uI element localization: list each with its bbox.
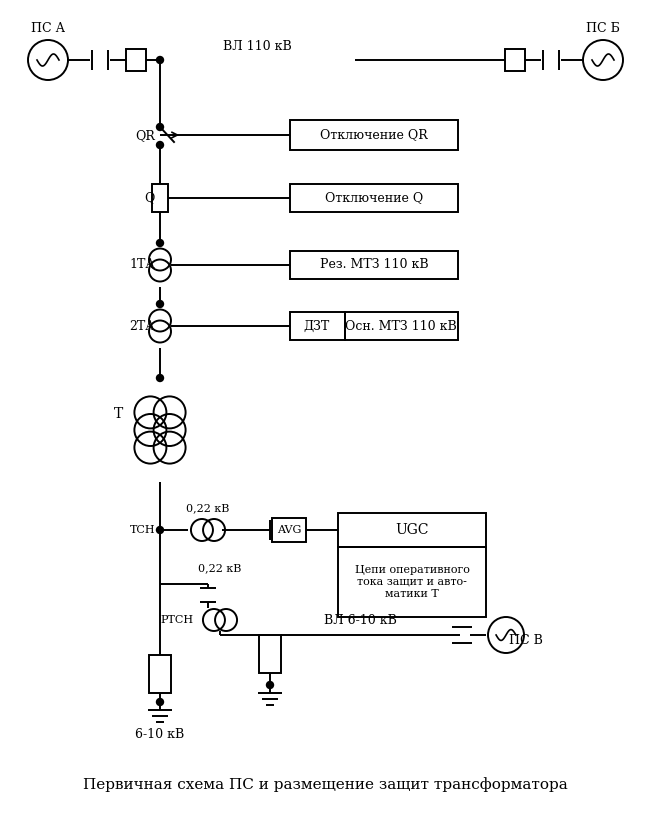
Bar bbox=[345, 312, 458, 340]
Bar bbox=[290, 120, 458, 150]
Text: AVG: AVG bbox=[277, 525, 301, 535]
Text: Отключение Q: Отключение Q bbox=[325, 192, 423, 205]
Text: Первичная схема ПС и размещение защит трансформатора: Первичная схема ПС и размещение защит тр… bbox=[83, 777, 568, 793]
Text: 2ТА: 2ТА bbox=[130, 319, 155, 333]
Text: 0,22 кВ: 0,22 кВ bbox=[199, 563, 242, 573]
Text: ДЗТ: ДЗТ bbox=[304, 319, 330, 333]
Bar bbox=[290, 312, 345, 340]
Text: Цепи оперативного
тока защит и авто-
матики Т: Цепи оперативного тока защит и авто- мат… bbox=[355, 565, 469, 599]
Text: 6-10 кВ: 6-10 кВ bbox=[135, 728, 185, 741]
Text: ПС А: ПС А bbox=[31, 21, 65, 34]
Circle shape bbox=[156, 527, 163, 533]
Text: ВЛ 110 кВ: ВЛ 110 кВ bbox=[223, 39, 292, 52]
Text: Отключение QR: Отключение QR bbox=[320, 129, 428, 142]
Text: Q: Q bbox=[145, 192, 155, 205]
Circle shape bbox=[266, 681, 273, 689]
Text: Осн. МТЗ 110 кВ: Осн. МТЗ 110 кВ bbox=[345, 319, 457, 333]
Text: ТСН: ТСН bbox=[130, 525, 155, 535]
Bar bbox=[290, 251, 458, 279]
Bar bbox=[338, 513, 486, 547]
Text: ПС Б: ПС Б bbox=[586, 21, 620, 34]
Bar bbox=[272, 518, 306, 542]
Circle shape bbox=[156, 124, 163, 130]
Text: РТСН: РТСН bbox=[161, 615, 194, 625]
Circle shape bbox=[156, 374, 163, 382]
Text: QR: QR bbox=[135, 129, 155, 143]
Circle shape bbox=[156, 239, 163, 247]
Bar bbox=[259, 635, 281, 673]
Text: ВЛ 6-10 кВ: ВЛ 6-10 кВ bbox=[324, 614, 396, 627]
Circle shape bbox=[156, 699, 163, 705]
Text: Т: Т bbox=[113, 407, 122, 421]
Bar bbox=[126, 49, 146, 71]
Bar bbox=[149, 655, 171, 693]
Bar bbox=[338, 547, 486, 617]
Bar bbox=[505, 49, 525, 71]
Text: 0,22 кВ: 0,22 кВ bbox=[186, 503, 230, 513]
Text: Рез. МТЗ 110 кВ: Рез. МТЗ 110 кВ bbox=[320, 259, 428, 272]
Text: UGC: UGC bbox=[395, 523, 429, 537]
Bar bbox=[152, 184, 168, 212]
Circle shape bbox=[156, 142, 163, 148]
Bar bbox=[290, 184, 458, 212]
Text: ПС В: ПС В bbox=[509, 634, 543, 646]
Circle shape bbox=[156, 301, 163, 307]
Circle shape bbox=[156, 57, 163, 64]
Text: 1ТА: 1ТА bbox=[129, 259, 155, 272]
